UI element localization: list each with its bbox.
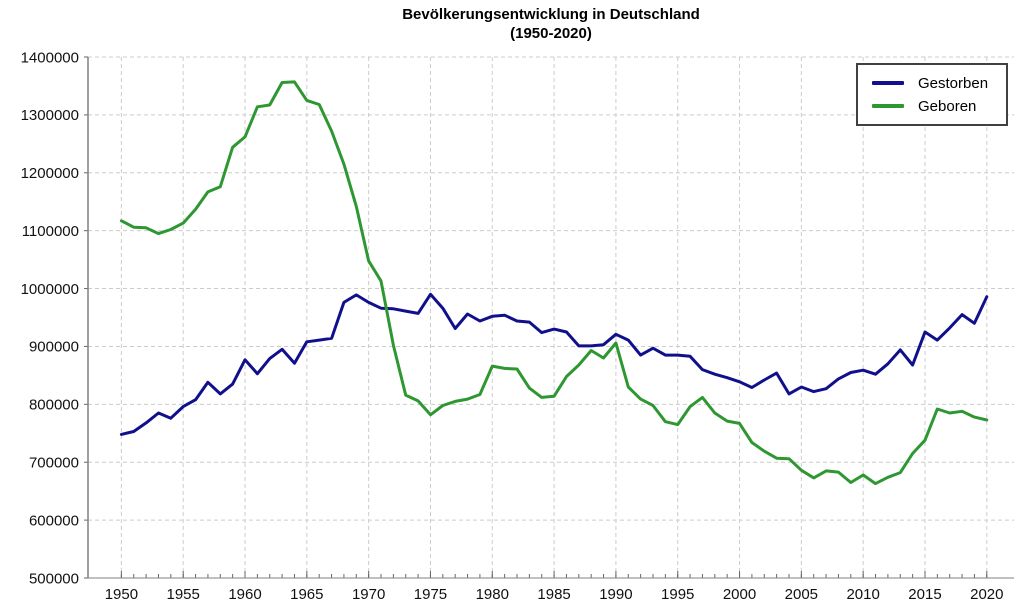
x-tick-label: 2010	[846, 586, 879, 603]
y-tick-label: 1300000	[21, 107, 79, 124]
x-tick-label: 1980	[476, 586, 509, 603]
y-tick-label: 500000	[29, 570, 79, 587]
x-tick-label: 2000	[723, 586, 756, 603]
y-tick-label: 600000	[29, 512, 79, 529]
legend-item-gestorben: Gestorben	[872, 75, 1006, 92]
series-line-gestorben	[119, 292, 989, 436]
legend-item-geboren: Geboren	[872, 98, 1006, 115]
y-tick-label: 1100000	[22, 223, 79, 240]
y-tick-label: 1400000	[21, 49, 79, 66]
x-tick-label: 2005	[785, 586, 818, 603]
chart-title-block: Bevölkerungsentwicklung in Deutschland (…	[88, 5, 1014, 43]
y-tick-label: 1000000	[21, 281, 79, 298]
x-tick-label: 1950	[105, 586, 138, 603]
series-line-geboren	[119, 80, 989, 486]
x-tick-label: 1965	[290, 586, 323, 603]
chart-title: Bevölkerungsentwicklung in Deutschland	[402, 6, 700, 23]
legend-label-gestorben: Gestorben	[918, 74, 989, 92]
x-tick-label: 1970	[352, 586, 385, 603]
x-tick-label: 1990	[599, 586, 632, 603]
x-tick-label: 1985	[537, 586, 570, 603]
x-tick-label: 1975	[414, 586, 447, 603]
chart-subtitle: (1950-2020)	[510, 25, 592, 42]
y-tick-label: 800000	[29, 397, 79, 414]
legend: Gestorben Geboren	[856, 63, 1008, 126]
x-tick-label: 2015	[908, 586, 941, 603]
legend-label-geboren: Geboren	[918, 97, 977, 115]
y-tick-label: 700000	[29, 454, 79, 471]
x-tick-label: 1955	[167, 586, 200, 603]
geboren-line-swatch-icon	[872, 104, 904, 108]
x-tick-label: 1995	[661, 586, 694, 603]
y-tick-label: 1200000	[21, 165, 79, 182]
x-tick-label: 2020	[970, 586, 1003, 603]
gestorben-line-swatch-icon	[872, 81, 904, 85]
x-tick-label: 1960	[228, 586, 261, 603]
y-tick-label: 900000	[29, 339, 79, 356]
